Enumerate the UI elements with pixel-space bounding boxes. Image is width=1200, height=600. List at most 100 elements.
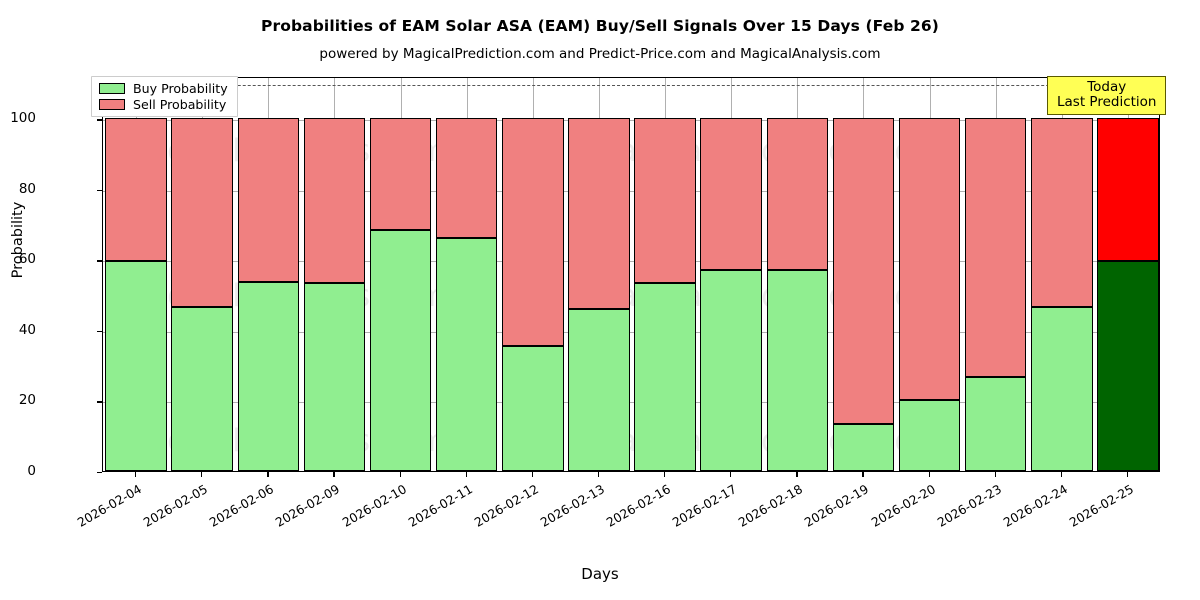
x-tick-label: 2026-02-20 [868, 482, 938, 530]
x-tick-mark [399, 472, 401, 477]
bar-today[interactable] [1097, 78, 1159, 471]
bar-segment-buy [105, 260, 167, 471]
bar[interactable] [237, 78, 300, 471]
bar-segment-buy [766, 269, 829, 471]
bar[interactable] [766, 78, 829, 471]
threshold-dashed-line [103, 85, 1159, 87]
gridline-horizontal [103, 190, 1159, 192]
bar[interactable] [303, 78, 366, 471]
x-tick-label: 2026-02-09 [273, 482, 343, 530]
chart-subtitle: powered by MagicalPrediction.com and Pre… [319, 46, 881, 62]
y-tick-label: 80 [18, 180, 36, 197]
y-tick-label: 60 [18, 251, 36, 268]
x-tick-mark [994, 472, 996, 477]
bar-segment-buy [369, 230, 432, 471]
x-tick-mark [465, 472, 467, 477]
bar-segment-buy [898, 400, 961, 471]
x-tick-mark [730, 472, 732, 477]
bar-segment-sell [171, 118, 233, 307]
bar-segment-buy [634, 283, 696, 471]
bar[interactable] [634, 78, 696, 471]
x-tick-mark [531, 472, 534, 477]
gridline-horizontal [103, 331, 1159, 333]
x-tick-mark [1060, 472, 1063, 477]
gridline-horizontal [103, 120, 1159, 122]
y-tick-mark [97, 260, 102, 262]
gridline-horizontal [103, 261, 1159, 263]
y-tick-mark [97, 401, 102, 403]
bar-segment-buy [1097, 260, 1159, 471]
legend-item-buy: Buy Probability [99, 82, 228, 95]
x-tick-mark [928, 472, 930, 477]
bar-segment-sell [237, 118, 300, 283]
x-tick-label: 2026-02-11 [405, 482, 475, 530]
bar[interactable] [171, 78, 233, 471]
bar-segment-buy [1031, 306, 1093, 471]
bar-segment-buy [435, 237, 498, 471]
x-tick-label: 2026-02-13 [538, 482, 607, 530]
bar[interactable] [105, 78, 167, 471]
bar-segment-sell [369, 118, 432, 231]
legend: Buy Probability Sell Probability [91, 76, 238, 117]
x-tick-mark [333, 472, 335, 477]
legend-item-sell: Sell Probability [99, 98, 228, 111]
x-tick-label: 2026-02-25 [1067, 482, 1136, 530]
x-tick-mark [597, 472, 600, 477]
legend-swatch-buy [99, 83, 125, 94]
bar-series-layer [103, 78, 1159, 471]
bar[interactable] [964, 78, 1027, 471]
y-tick-label: 100 [10, 110, 36, 127]
legend-label-buy: Buy Probability [133, 81, 228, 96]
bar-segment-sell [634, 118, 696, 283]
bar-segment-buy [832, 424, 895, 471]
plot-area: MagicalAnalysis.comMagicalPrediction.com… [102, 77, 1160, 472]
bar[interactable] [369, 78, 432, 471]
x-tick-label: 2026-02-18 [736, 482, 806, 530]
y-tick-mark [97, 119, 102, 121]
bar-segment-buy [964, 377, 1027, 471]
bar[interactable] [435, 78, 498, 471]
x-tick-mark [267, 472, 269, 477]
x-tick-label: 2026-02-17 [670, 482, 740, 530]
bar-segment-sell [1031, 118, 1093, 307]
bar-segment-buy [171, 306, 233, 471]
today-annotation-line1: Today [1087, 79, 1127, 95]
page-title: Probabilities of EAM Solar ASA (EAM) Buy… [261, 17, 939, 35]
bar[interactable] [898, 78, 961, 471]
x-tick-label: 2026-02-16 [604, 482, 674, 530]
bar-segment-buy [502, 345, 564, 471]
x-tick-mark [862, 472, 864, 477]
legend-swatch-sell [99, 99, 125, 110]
x-tick-label: 2026-02-05 [141, 482, 211, 530]
x-tick-label: 2026-02-19 [802, 482, 872, 530]
x-axis-label: Days [581, 565, 619, 583]
bar-segment-sell [435, 118, 498, 238]
bar-segment-sell [898, 118, 961, 401]
bar-segment-sell [832, 118, 895, 425]
x-tick-mark [135, 472, 137, 477]
x-tick-label: 2026-02-06 [207, 482, 277, 530]
bar[interactable] [1031, 78, 1093, 471]
bar[interactable] [700, 78, 762, 471]
x-tick-label: 2026-02-24 [1000, 482, 1070, 530]
today-annotation-line2: Last Prediction [1057, 94, 1157, 110]
bar[interactable] [832, 78, 895, 471]
today-annotation: Today Last Prediction [1047, 76, 1167, 115]
x-tick-label: 2026-02-04 [75, 482, 145, 530]
x-tick-label: 2026-02-23 [934, 482, 1004, 530]
bar[interactable] [502, 78, 564, 471]
bar-segment-sell [1097, 118, 1159, 261]
y-tick-mark [97, 472, 102, 474]
bar-segment-sell [964, 118, 1027, 378]
bar-segment-buy [303, 282, 366, 471]
bar-segment-sell [700, 118, 762, 270]
bar-segment-sell [568, 118, 630, 310]
y-tick-mark [97, 330, 102, 333]
bar-segment-buy [568, 309, 630, 471]
bar[interactable] [568, 78, 630, 471]
x-tick-label: 2026-02-12 [471, 482, 541, 530]
x-tick-mark [664, 472, 666, 477]
legend-label-sell: Sell Probability [133, 97, 227, 112]
y-tick-label: 20 [18, 392, 36, 409]
